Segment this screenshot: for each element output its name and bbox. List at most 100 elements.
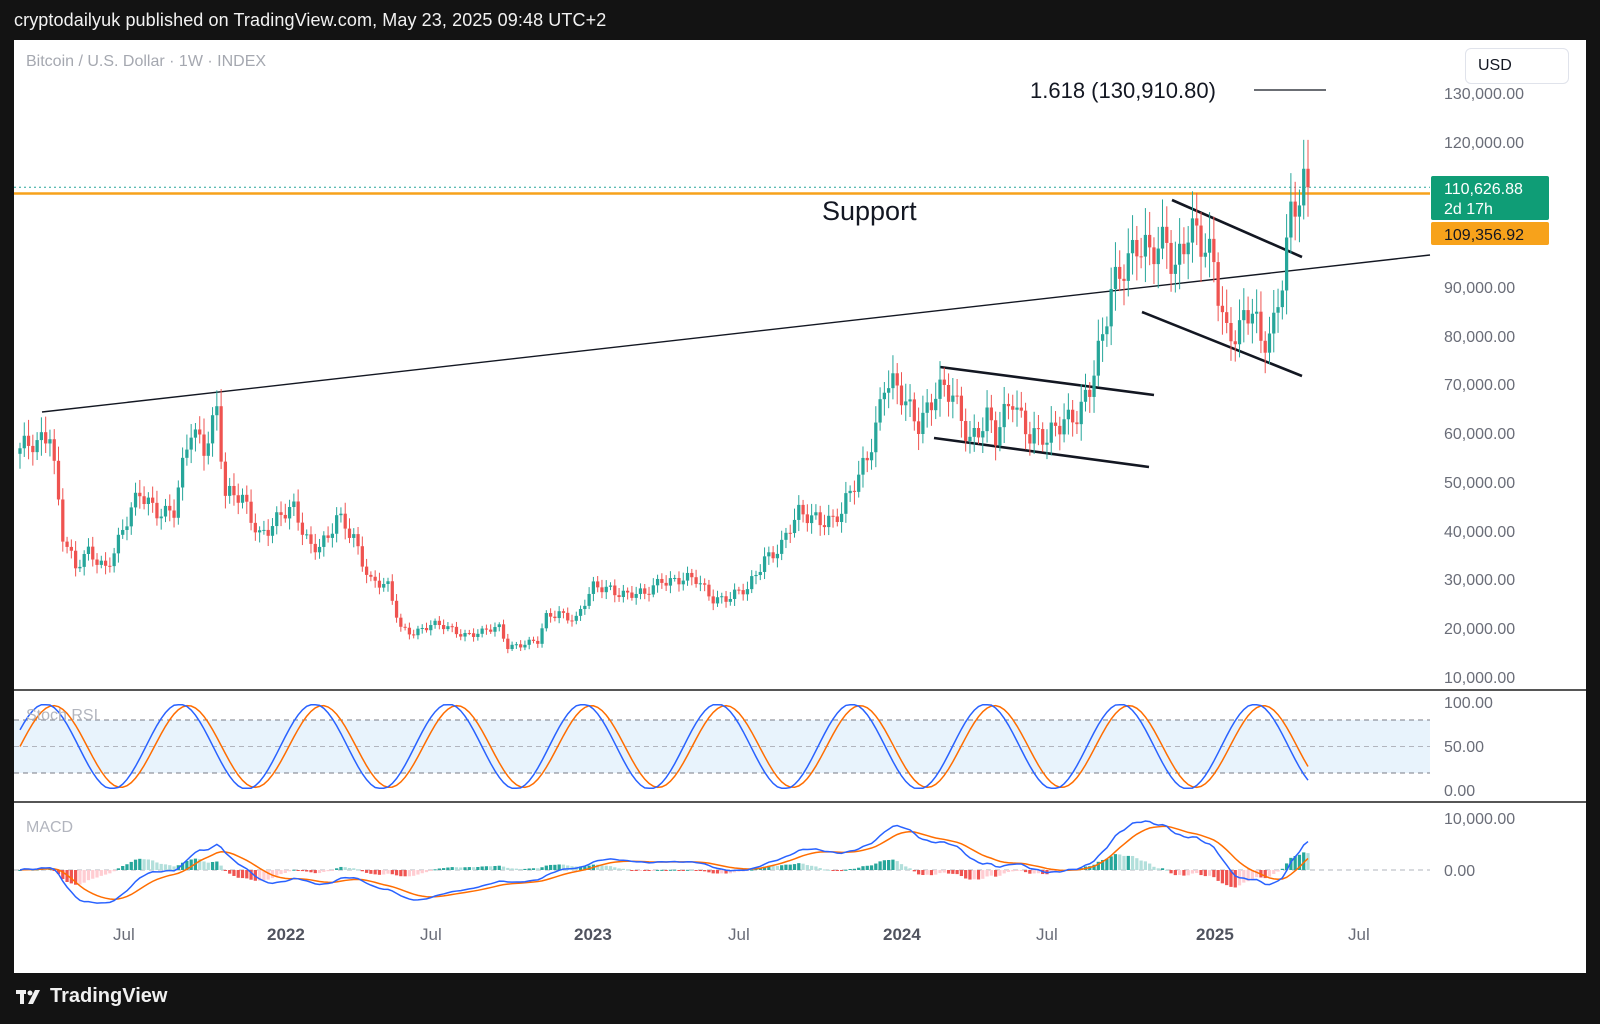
trendline[interactable]: [41, 254, 1431, 413]
candle-body: [1023, 410, 1028, 435]
macd-histogram-bar: [959, 870, 964, 877]
macd-histogram-bar: [762, 866, 767, 870]
candle-body: [228, 485, 232, 496]
footer: TradingView: [0, 973, 1600, 1024]
candle-body: [899, 385, 904, 406]
candle-body: [1250, 313, 1254, 324]
candle-body: [1302, 168, 1306, 206]
candle-body: [236, 495, 240, 503]
macd-histogram-bar: [424, 870, 429, 873]
chart-area[interactable]: 1.618 (130,910.80) Support 130,000.00 12…: [14, 40, 1586, 973]
candle-body: [1139, 256, 1143, 258]
candle-body: [1186, 242, 1190, 255]
candle-body: [566, 612, 570, 621]
candle-body: [929, 402, 934, 411]
candle-body: [1075, 422, 1079, 425]
publish-info: cryptodailyuk published on TradingView.c…: [14, 10, 607, 30]
candle-body: [112, 553, 116, 567]
candle-body: [1246, 310, 1250, 324]
candle-body: [44, 432, 48, 444]
candle-body: [1066, 409, 1070, 420]
macd-histogram-bar: [651, 870, 655, 871]
fib-extension-label[interactable]: 1.618 (130,910.80): [1030, 78, 1216, 103]
candle-body: [210, 415, 215, 444]
candle-body: [433, 620, 437, 626]
candle-body: [1284, 237, 1289, 291]
macd-histogram-bar: [1216, 870, 1220, 881]
trendline[interactable]: [939, 365, 1155, 397]
candle-body: [330, 533, 334, 538]
candle-body: [874, 422, 878, 453]
candle-body: [587, 593, 591, 606]
time-tick: Jul: [728, 925, 750, 944]
time-tick: 2023: [574, 925, 612, 944]
macd-histogram-bar: [955, 870, 959, 875]
candle-body: [26, 435, 31, 446]
price-tick: 40,000.00: [1444, 524, 1515, 541]
time-axis[interactable]: Jul 2022 Jul 2023 Jul 2024 Jul 2025 Jul: [113, 925, 1370, 944]
trendline[interactable]: [1141, 310, 1303, 378]
candle-body: [784, 532, 788, 540]
macd-histogram-bar: [116, 868, 121, 870]
candle-body: [985, 407, 989, 432]
candle-body: [519, 644, 523, 648]
macd-histogram-bar: [347, 868, 352, 870]
macd-histogram-bar: [1207, 870, 1212, 876]
macd-histogram-bar: [899, 864, 904, 870]
candle-body: [420, 627, 424, 629]
macd-histogram-bar: [540, 867, 544, 870]
candle-body: [1113, 266, 1118, 289]
macd-histogram-bar: [360, 870, 364, 872]
macd-histogram-bar: [48, 869, 52, 871]
candle-body: [22, 435, 26, 449]
macd-histogram-bar: [908, 868, 912, 870]
macd-line: [19, 820, 1309, 904]
macd-histogram-bar: [1143, 861, 1148, 870]
macd-histogram-bar: [1306, 853, 1310, 870]
macd-histogram-bar: [792, 864, 797, 870]
macd-histogram-bar: [1242, 870, 1246, 883]
candle-body: [1011, 406, 1015, 410]
candle-body: [1049, 422, 1053, 443]
last-price-badge: [1431, 176, 1549, 220]
macd-histogram-bar: [818, 868, 822, 870]
macd-histogram-bar: [561, 864, 566, 870]
candle-body: [946, 384, 951, 402]
stoch-k-line: [19, 703, 1309, 790]
support-label[interactable]: Support: [822, 196, 917, 226]
macd-histogram-bar: [801, 863, 805, 870]
macd-histogram-bar: [771, 865, 775, 870]
candle-body: [322, 535, 326, 547]
candle-body: [377, 580, 382, 588]
support-price-badge: [1431, 222, 1549, 245]
chart-canvas[interactable]: 1.618 (130,910.80) Support 130,000.00 12…: [14, 40, 1586, 973]
candle-body: [1267, 333, 1272, 353]
macd-histogram-bar: [690, 869, 694, 871]
macd-histogram-bar: [673, 869, 677, 871]
candle-body: [429, 625, 433, 631]
currency-selector[interactable]: USD: [1465, 48, 1569, 84]
macd-histogram-bar: [112, 870, 116, 872]
candle-body: [865, 457, 869, 461]
candle-body: [685, 572, 690, 581]
trendline[interactable]: [1171, 198, 1303, 259]
macd-histogram-bar: [416, 870, 420, 875]
candle-body: [484, 628, 489, 630]
trendlines-layer[interactable]: [41, 198, 1431, 469]
tradingview-logo[interactable]: TradingView: [16, 985, 167, 1008]
candle-body: [1109, 288, 1113, 327]
macd-histogram-bar: [904, 866, 908, 870]
macd-histogram-bar: [69, 870, 73, 884]
candle-body: [994, 420, 998, 446]
macd-histogram-bar: [869, 865, 874, 870]
macd-histogram-bar: [835, 870, 839, 871]
price-axis[interactable]: 130,000.00 120,000.00 90,000.00 80,000.0…: [1444, 86, 1524, 687]
candle-body: [163, 505, 168, 517]
macd-histogram-bar: [891, 859, 895, 870]
candle-body: [1220, 305, 1225, 313]
candle-body: [459, 634, 463, 637]
macd-histogram-bar: [412, 870, 416, 876]
candle-body: [724, 596, 728, 602]
macd-histogram-bar: [313, 870, 317, 874]
candle-body: [198, 429, 202, 435]
